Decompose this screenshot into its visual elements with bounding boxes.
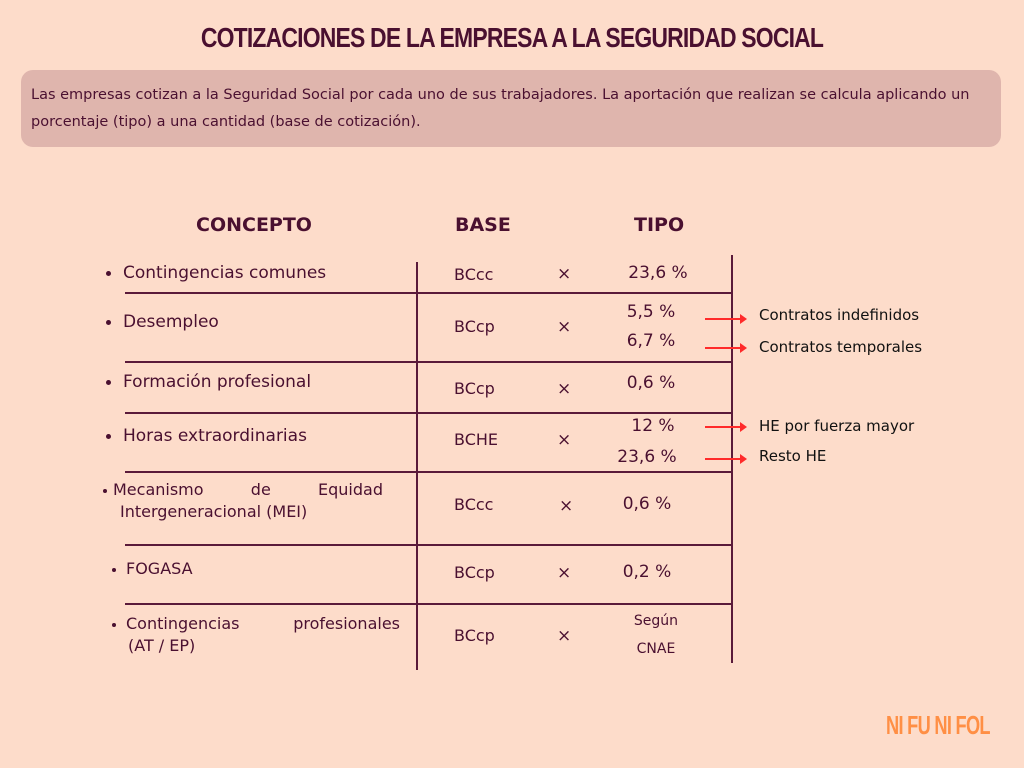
times-sign: ×	[557, 626, 572, 646]
arrow-icon	[705, 422, 747, 432]
row-divider	[125, 361, 731, 363]
tipo: CNAE	[636, 641, 676, 657]
base: BCcp	[454, 317, 495, 336]
concepto-mei-line2: Intergeneracional (MEI)	[120, 502, 308, 521]
arrow-icon	[705, 314, 747, 324]
row-divider	[125, 603, 731, 605]
tipo: 23,6 %	[628, 263, 688, 283]
header-base: BASE	[455, 214, 511, 236]
concepto-fogasa: FOGASA	[112, 559, 193, 578]
tipo: 23,6 %	[617, 447, 677, 467]
page-title: COTIZACIONES DE LA EMPRESA A LA SEGURIDA…	[200, 22, 824, 53]
tipo: 0,6 %	[622, 494, 672, 514]
row-divider	[125, 292, 731, 294]
base: BCcc	[454, 265, 494, 284]
note: Resto HE	[759, 447, 827, 465]
times-sign: ×	[557, 264, 572, 284]
tipo: 6,7 %	[626, 331, 676, 351]
arrow-icon	[705, 454, 747, 464]
tipo: 0,6 %	[626, 373, 676, 393]
concepto-contingencias-comunes: Contingencias comunes	[106, 263, 326, 283]
brand-logo: NI FU NI FOL	[886, 710, 991, 740]
intro-text: Las empresas cotizan a la Seguridad Soci…	[31, 87, 970, 130]
intro-box: Las empresas cotizan a la Seguridad Soci…	[21, 70, 1001, 147]
concepto-mei: Mecanismo de Equidad	[103, 480, 383, 499]
arrow-icon	[705, 343, 747, 353]
header-tipo: TIPO	[634, 214, 685, 236]
times-sign: ×	[557, 379, 572, 399]
divider-vertical	[416, 262, 418, 670]
times-sign: ×	[557, 317, 572, 337]
tipo: 0,2 %	[622, 562, 672, 582]
row-divider	[125, 471, 731, 473]
base: BCcp	[454, 563, 495, 582]
concepto-formacion-profesional: Formación profesional	[106, 372, 311, 392]
concepto-at-ep: (AT / EP)	[128, 636, 196, 655]
note: Contratos indefinidos	[759, 306, 920, 324]
concepto-desempleo: Desempleo	[106, 312, 219, 332]
note: Contratos temporales	[759, 338, 923, 356]
base: BCHE	[454, 430, 499, 449]
times-sign: ×	[559, 496, 574, 516]
row-divider	[125, 544, 731, 546]
base: BCcp	[454, 626, 495, 645]
note: HE por fuerza mayor	[759, 417, 915, 435]
base: BCcp	[454, 379, 495, 398]
row-divider	[125, 412, 731, 414]
header-concepto: CONCEPTO	[196, 214, 312, 236]
concepto-contingencias-profesionales: Contingencias profesionales	[112, 614, 400, 633]
times-sign: ×	[557, 563, 572, 583]
base: BCcc	[454, 495, 494, 514]
tipo: 12 %	[631, 416, 675, 436]
tipo: Según	[633, 613, 679, 629]
times-sign: ×	[557, 430, 572, 450]
concepto-horas-extraordinarias: Horas extraordinarias	[106, 426, 307, 446]
tipo: 5,5 %	[626, 302, 676, 322]
